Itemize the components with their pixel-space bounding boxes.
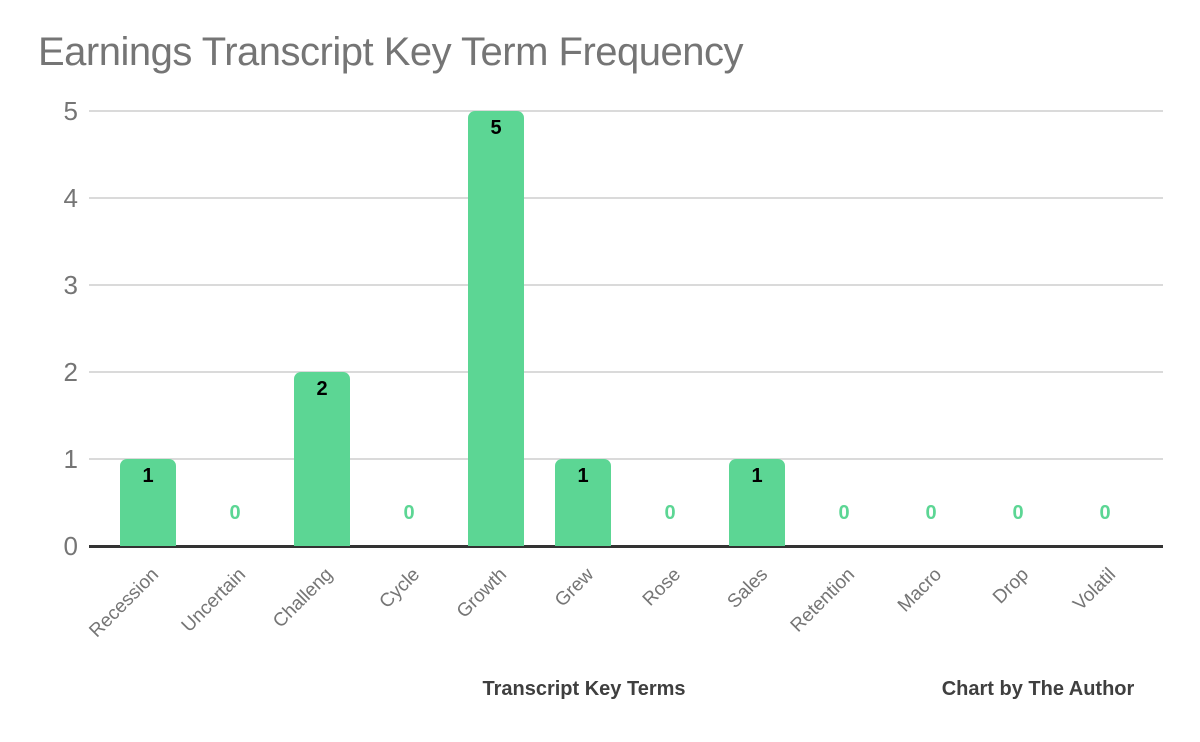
chart-title: Earnings Transcript Key Term Frequency xyxy=(38,30,744,74)
bar-value-label: 1 xyxy=(577,465,589,487)
gridline xyxy=(89,284,1163,286)
y-axis-tick-label: 3 xyxy=(63,270,78,300)
gridline xyxy=(89,371,1163,373)
y-axis-tick-label: 2 xyxy=(63,357,78,387)
gridline xyxy=(89,197,1163,199)
bar-value-label: 0 xyxy=(1099,502,1111,524)
bar-value-label: 0 xyxy=(403,502,415,524)
bar-value-label: 2 xyxy=(316,378,328,400)
bar-value-label: 0 xyxy=(838,502,850,524)
bar-value-label: 1 xyxy=(142,465,154,487)
bar xyxy=(120,459,176,546)
y-axis-tick-label: 0 xyxy=(63,531,78,561)
bar-value-label: 5 xyxy=(490,117,502,139)
bar xyxy=(729,459,785,546)
chart-credit: Chart by The Author xyxy=(941,678,1135,700)
bar-value-label: 0 xyxy=(925,502,937,524)
x-axis-title: Transcript Key Terms xyxy=(482,678,686,700)
y-axis-tick-label: 4 xyxy=(63,183,78,213)
gridline xyxy=(89,458,1163,460)
bar xyxy=(468,111,524,546)
gridline xyxy=(89,110,1163,112)
bar-value-label: 0 xyxy=(664,502,676,524)
bar xyxy=(555,459,611,546)
bar-value-label: 1 xyxy=(751,465,763,487)
bar xyxy=(294,372,350,546)
bar-value-label: 0 xyxy=(1012,502,1024,524)
y-axis-tick-label: 5 xyxy=(63,96,78,126)
y-axis-tick-label: 1 xyxy=(63,444,78,474)
x-axis-baseline xyxy=(89,545,1163,548)
bar-value-label: 0 xyxy=(229,502,241,524)
